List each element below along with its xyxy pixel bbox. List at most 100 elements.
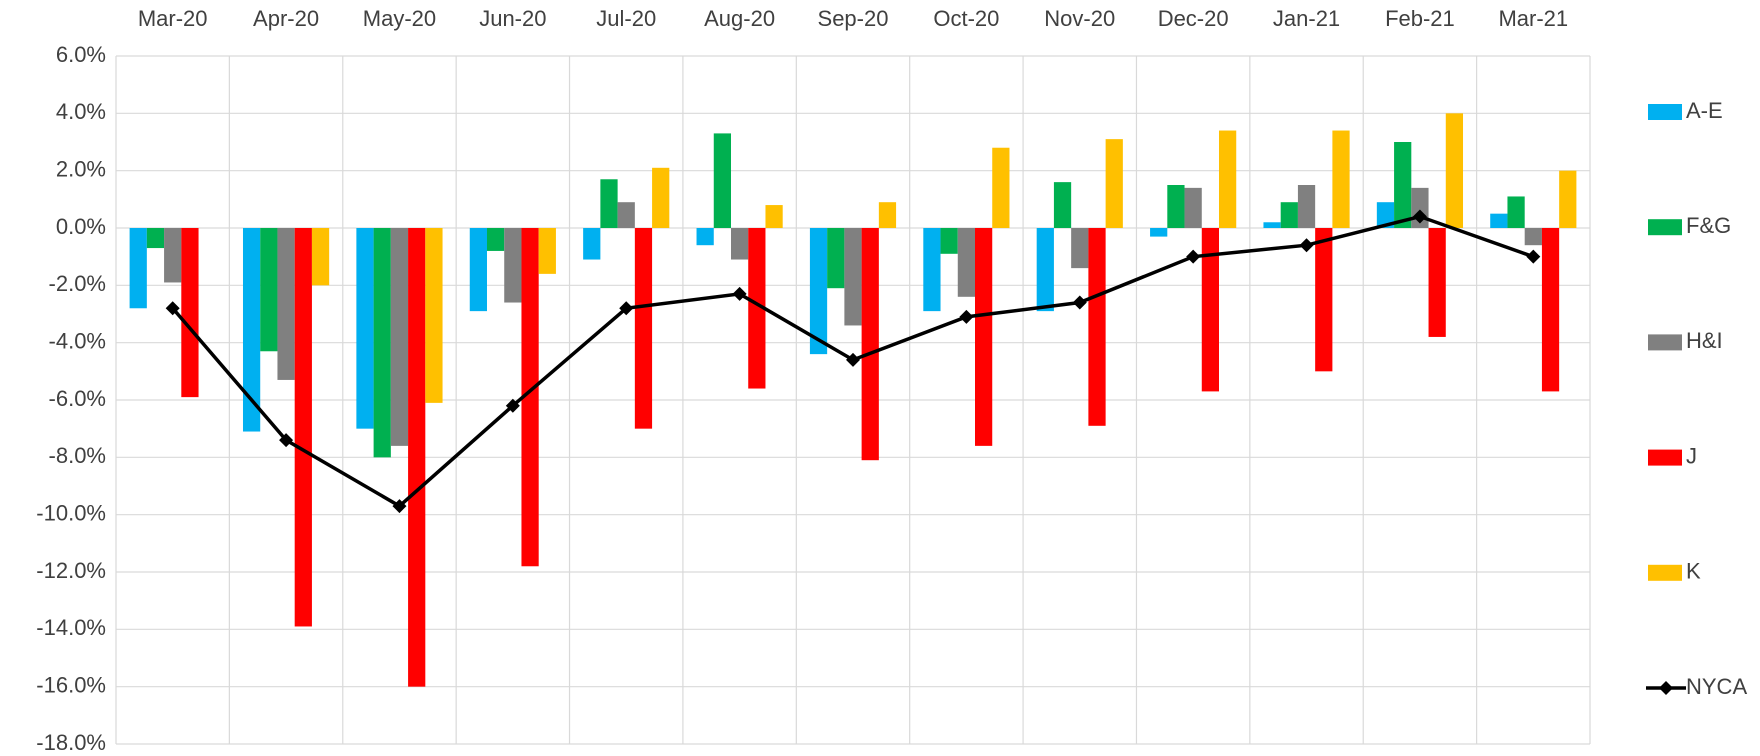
bar: [923, 228, 941, 312]
bar: [713, 133, 731, 228]
x-tick-label: Jul-20: [596, 6, 656, 31]
bar: [356, 228, 374, 429]
x-tick-label: Dec-20: [1158, 6, 1229, 31]
bar: [878, 202, 897, 228]
x-tick-label: Jan-21: [1273, 6, 1340, 31]
marker: [1526, 249, 1541, 264]
y-tick-label: -14.0%: [36, 615, 106, 640]
legend-label: K: [1686, 559, 1701, 584]
bar: [634, 228, 653, 429]
bar: [538, 228, 556, 274]
bar: [469, 228, 487, 312]
bar: [1201, 228, 1220, 392]
bar: [844, 228, 862, 326]
marker: [392, 499, 407, 514]
marker: [959, 309, 974, 324]
x-tick-label: Mar-20: [138, 6, 208, 31]
marker: [279, 433, 294, 448]
y-tick-label: -10.0%: [36, 500, 106, 525]
bar: [957, 228, 976, 297]
bar: [1219, 130, 1237, 228]
x-tick-label: May-20: [363, 6, 436, 31]
bar: [1297, 185, 1316, 228]
bar: [1376, 202, 1395, 228]
bar: [1315, 228, 1333, 372]
marker: [1412, 209, 1427, 224]
bar: [1280, 202, 1298, 228]
x-tick-label: Apr-20: [253, 6, 319, 31]
bar: [294, 228, 312, 627]
y-tick-label: -6.0%: [49, 386, 106, 411]
y-tick-label: 6.0%: [56, 42, 106, 67]
bar: [617, 202, 635, 228]
legend-swatch: [1648, 104, 1682, 120]
bar: [1167, 185, 1185, 228]
bar: [730, 228, 749, 260]
y-tick-label: -2.0%: [49, 271, 106, 296]
bar: [1559, 170, 1577, 228]
marker: [846, 352, 860, 367]
bar: [164, 228, 182, 283]
bar: [1394, 142, 1412, 228]
marker: [1299, 238, 1314, 253]
bar: [1036, 228, 1054, 312]
bar: [425, 228, 443, 403]
bar: [1263, 222, 1281, 228]
x-tick-label: Jun-20: [479, 6, 546, 31]
marker: [1186, 249, 1201, 264]
legend-swatch: [1648, 564, 1682, 581]
x-tick-label: Nov-20: [1044, 6, 1115, 31]
x-tick-label: Mar-21: [1498, 6, 1568, 31]
y-tick-label: -8.0%: [49, 443, 106, 468]
bar: [748, 228, 766, 389]
legend-swatch: [1648, 334, 1682, 351]
bar: [1184, 187, 1202, 228]
bar: [486, 228, 505, 251]
bar: [827, 228, 845, 289]
bar: [242, 228, 261, 432]
y-tick-label: 4.0%: [56, 99, 106, 124]
x-tick-label: Oct-20: [933, 6, 999, 31]
y-tick-label: -4.0%: [49, 328, 106, 353]
y-tick-label: 2.0%: [56, 156, 106, 181]
bar: [1507, 196, 1525, 228]
bar: [408, 228, 426, 687]
legend-label: A-E: [1686, 98, 1723, 123]
y-tick-label: -12.0%: [36, 558, 106, 583]
bar: [1150, 228, 1168, 237]
legend-swatch: [1648, 219, 1682, 236]
bar: [1428, 228, 1446, 337]
bar: [696, 228, 714, 246]
legend-label: J: [1686, 443, 1697, 468]
bar: [1071, 228, 1089, 269]
x-tick-label: Sep-20: [818, 6, 889, 31]
bar: [129, 228, 147, 309]
bar: [600, 179, 618, 228]
y-tick-label: -18.0%: [36, 730, 106, 755]
marker: [165, 301, 180, 316]
bar: [861, 228, 879, 461]
marker: [1072, 295, 1087, 310]
bar: [373, 228, 391, 458]
bar: [277, 228, 295, 380]
bar: [1053, 182, 1072, 228]
bar: [1332, 130, 1350, 228]
y-tick-label: 0.0%: [56, 214, 106, 239]
bar: [975, 228, 993, 446]
legend-swatch: [1648, 449, 1682, 466]
y-tick-label: -16.0%: [36, 672, 106, 697]
bar: [1524, 228, 1542, 246]
bar: [1490, 213, 1508, 228]
legend-label: H&I: [1686, 328, 1723, 353]
bar: [1105, 139, 1123, 228]
legend-marker: [1659, 681, 1673, 695]
marker: [732, 286, 747, 301]
bar: [992, 147, 1010, 228]
bar: [181, 228, 199, 398]
bar: [1445, 113, 1464, 228]
bar: [809, 228, 828, 355]
legend-label: F&G: [1686, 213, 1731, 238]
x-tick-label: Aug-20: [704, 6, 775, 31]
bar: [583, 228, 601, 260]
